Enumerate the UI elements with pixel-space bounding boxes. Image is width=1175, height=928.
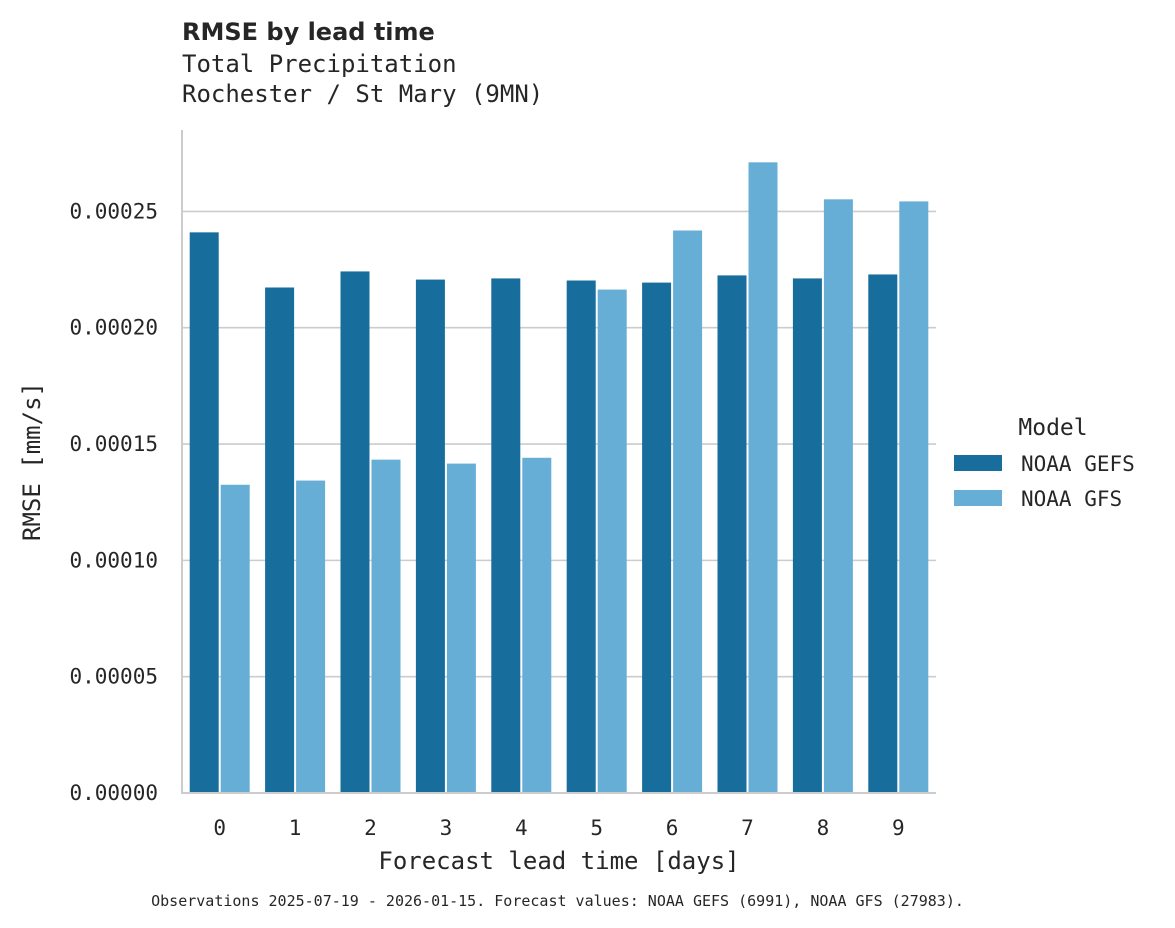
bar-noaa-gefs-4: [491, 278, 521, 793]
y-tick-label: 0.00000: [69, 781, 158, 805]
x-tick-label: 6: [666, 816, 679, 840]
bar-noaa-gfs-6: [673, 230, 703, 794]
legend-swatch: [954, 490, 1002, 506]
x-tick-label: 5: [590, 816, 603, 840]
x-tick-label: 0: [213, 816, 226, 840]
x-tick-label: 3: [440, 816, 453, 840]
x-tick-label: 2: [364, 816, 377, 840]
bar-noaa-gfs-4: [522, 457, 552, 793]
y-tick-label: 0.00005: [69, 665, 158, 689]
legend-label: NOAA GEFS: [1021, 452, 1135, 476]
y-axis-label: RMSE [mm/s]: [18, 382, 46, 541]
x-tick-label: 1: [289, 816, 302, 840]
bar-noaa-gefs-8: [792, 278, 822, 793]
x-tick-label: 4: [515, 816, 528, 840]
legend-label: NOAA GFS: [1021, 487, 1122, 511]
footnote: Observations 2025-07-19 - 2026-01-15. Fo…: [151, 892, 964, 910]
y-tick-label: 0.00020: [69, 316, 158, 340]
bar-noaa-gefs-5: [566, 280, 596, 793]
bar-noaa-gfs-3: [446, 463, 476, 793]
bar-noaa-gfs-8: [823, 199, 853, 793]
chart-subtitle-station: Rochester / St Mary (9MN): [182, 80, 544, 108]
bar-noaa-gefs-9: [868, 274, 898, 793]
x-tick-label: 9: [892, 816, 905, 840]
bar-noaa-gefs-1: [265, 287, 295, 793]
bar-noaa-gefs-7: [717, 275, 747, 793]
y-tick-label: 0.00025: [69, 199, 158, 223]
x-axis-label: Forecast lead time [days]: [378, 847, 739, 875]
x-tick-label: 8: [817, 816, 830, 840]
chart-subtitle-variable: Total Precipitation: [182, 50, 457, 78]
bar-noaa-gefs-2: [340, 271, 370, 793]
bar-noaa-gefs-6: [642, 282, 672, 793]
x-tick-label: 7: [741, 816, 754, 840]
legend-title: Model: [1018, 415, 1087, 441]
legend-swatch: [954, 455, 1002, 471]
chart-title: RMSE by lead time: [182, 18, 435, 46]
y-tick-label: 0.00015: [69, 432, 158, 456]
y-tick-label: 0.00010: [69, 548, 158, 572]
bar-noaa-gefs-0: [189, 232, 219, 793]
bar-noaa-gfs-2: [371, 459, 401, 793]
bar-noaa-gefs-3: [415, 279, 445, 793]
bar-noaa-gfs-9: [899, 201, 929, 793]
bar-noaa-gfs-0: [220, 484, 250, 793]
bar-noaa-gfs-5: [597, 289, 627, 793]
bar-noaa-gfs-1: [296, 480, 326, 793]
bar-noaa-gfs-7: [748, 162, 778, 793]
